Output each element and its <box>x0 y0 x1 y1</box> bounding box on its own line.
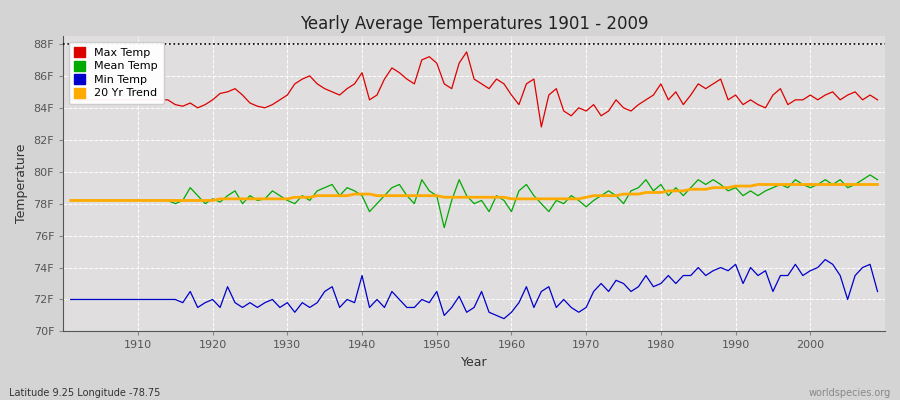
Y-axis label: Temperature: Temperature <box>15 144 28 223</box>
Text: Latitude 9.25 Longitude -78.75: Latitude 9.25 Longitude -78.75 <box>9 388 160 398</box>
X-axis label: Year: Year <box>461 356 488 369</box>
Legend: Max Temp, Mean Temp, Min Temp, 20 Yr Trend: Max Temp, Mean Temp, Min Temp, 20 Yr Tre… <box>68 42 164 104</box>
Text: worldspecies.org: worldspecies.org <box>809 388 891 398</box>
Title: Yearly Average Temperatures 1901 - 2009: Yearly Average Temperatures 1901 - 2009 <box>300 15 648 33</box>
